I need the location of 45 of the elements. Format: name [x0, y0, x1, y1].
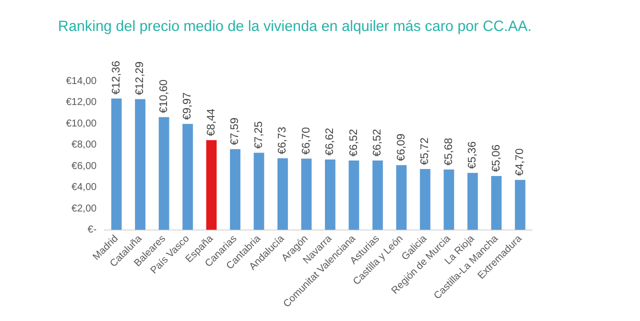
bar: [514, 180, 526, 230]
bar: [230, 149, 240, 230]
bar: [348, 160, 360, 230]
data-label: €8,44: [205, 108, 218, 136]
y-tick-label: €6,00: [72, 160, 98, 172]
data-label: €12,29: [134, 62, 146, 96]
data-label: €5,36: [466, 141, 479, 169]
y-tick-label: €14,00: [66, 76, 98, 87]
data-label: €7,59: [229, 118, 242, 146]
data-label: €5,06: [490, 144, 502, 172]
bar: [277, 158, 288, 230]
data-label: €6,52: [348, 129, 360, 157]
y-tick-label: €10,00: [66, 118, 98, 130]
data-label: €9,97: [182, 92, 194, 120]
data-label: €6,70: [300, 127, 312, 155]
bar: [324, 159, 336, 230]
bar: [158, 117, 170, 230]
bar: [134, 99, 146, 230]
bar: [396, 165, 407, 230]
data-label: €7,25: [252, 121, 265, 149]
bar: [254, 152, 264, 230]
data-label: €6,09: [395, 134, 408, 162]
y-tick-label: €2,00: [72, 203, 98, 214]
bar: [301, 158, 312, 230]
data-label: €6,52: [372, 129, 384, 157]
chart-title: Ranking del precio medio de la vivienda en alquiler más caro por CC.AA.: [58, 19, 532, 36]
y-tick-label: €4,00: [72, 182, 98, 194]
bar: [111, 98, 122, 230]
data-label: €4,70: [514, 148, 526, 176]
data-label: €10,60: [158, 79, 170, 114]
data-label: €6,62: [324, 128, 336, 156]
y-tick-label: €12,00: [66, 97, 98, 108]
data-label: €6,73: [276, 126, 289, 154]
bar: [182, 124, 193, 230]
bar: [444, 169, 454, 230]
bar: [420, 169, 430, 230]
data-label: €5,68: [442, 138, 455, 166]
bar: [467, 172, 478, 230]
y-tick-label: €-: [88, 224, 97, 236]
bar: [372, 160, 383, 230]
data-label: €12,36: [110, 60, 122, 94]
y-tick-label: €8,00: [72, 140, 98, 151]
data-label: €5,72: [419, 138, 432, 166]
bar: [491, 176, 502, 230]
bar: [206, 140, 217, 230]
